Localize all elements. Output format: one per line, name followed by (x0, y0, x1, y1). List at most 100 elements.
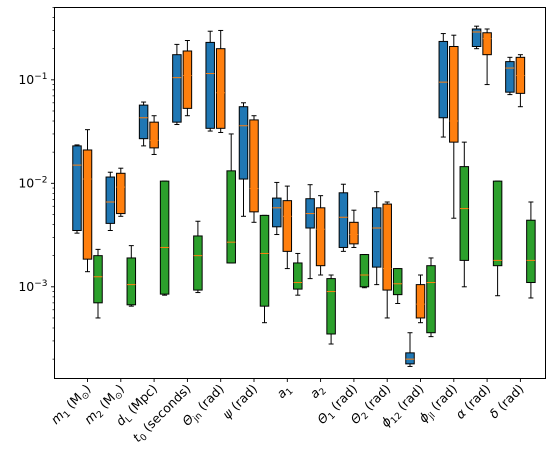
box-2-8 (359, 254, 370, 289)
x-tick-label: δ (rad) (486, 381, 526, 421)
box-0-13 (505, 56, 515, 96)
box-0-8 (338, 183, 349, 252)
box-body (293, 262, 303, 290)
box-body (405, 352, 415, 365)
box-body (359, 254, 370, 288)
x-tick-label: ψ (rad) (219, 381, 260, 422)
y-tick-label: 10−2 (18, 175, 47, 190)
box-body (272, 197, 282, 228)
box-body (193, 235, 203, 291)
x-tick-label: α (rad) (452, 381, 493, 422)
box-body (116, 172, 126, 215)
box-1-11 (449, 34, 459, 219)
series-0-boxes (72, 25, 515, 367)
box-0-5 (238, 102, 249, 217)
box-2-7 (326, 274, 336, 345)
box-2-4 (226, 133, 236, 264)
box-2-6 (293, 252, 303, 296)
box-body (226, 170, 236, 264)
box-0-6 (272, 181, 282, 236)
box-body (415, 284, 426, 319)
box-2-9 (392, 268, 403, 304)
series-2-boxes (93, 133, 536, 345)
box-1-6 (282, 185, 293, 270)
box-0-11 (438, 33, 449, 138)
plot-marks (72, 25, 536, 367)
box-2-13 (526, 201, 536, 299)
box-body (438, 40, 449, 119)
box-1-10 (415, 274, 426, 324)
box-2-5 (259, 214, 270, 324)
box-body (159, 180, 170, 295)
box-0-10 (405, 332, 415, 367)
box-body (371, 207, 382, 268)
x-tick-label: m2 (M⊙) (81, 381, 129, 429)
box-body (182, 50, 193, 109)
box-body (471, 28, 482, 47)
box-1-0 (82, 129, 93, 273)
box-2-3 (193, 220, 203, 294)
box-body (492, 180, 503, 267)
box-0-1 (105, 171, 116, 232)
box-body (138, 104, 149, 140)
box-1-3 (182, 39, 193, 117)
x-tick-label: a1 (273, 381, 295, 403)
box-body (72, 145, 82, 232)
box-body (93, 255, 103, 304)
box-body (172, 54, 182, 123)
box-body (338, 192, 349, 248)
y-axis: 10−3 10−2 10−1 (18, 7, 55, 360)
box-body (526, 219, 536, 284)
box-2-12 (492, 180, 503, 297)
box-2-10 (426, 257, 436, 338)
box-0-4 (205, 30, 215, 132)
box-1-1 (116, 167, 126, 217)
box-body (238, 106, 249, 180)
box-body (482, 32, 492, 56)
box-1-13 (515, 54, 526, 108)
box-body (426, 265, 436, 334)
box-0-0 (72, 144, 82, 234)
y-tick-label: 10−1 (18, 72, 47, 87)
series-1-boxes (82, 28, 526, 324)
box-body (505, 61, 515, 93)
y-tick-label: 10−3 (18, 279, 47, 294)
box-2-2 (159, 180, 170, 296)
box-1-2 (149, 115, 159, 155)
box-1-12 (482, 28, 492, 86)
box-body (326, 278, 336, 335)
box-1-7 (315, 195, 326, 276)
box-body (382, 203, 392, 291)
plot-frame (54, 7, 546, 379)
box-1-5 (249, 115, 259, 223)
box-0-2 (138, 101, 149, 147)
box-body (149, 121, 159, 149)
x-tick-label: a2 (307, 381, 329, 403)
box-0-7 (305, 184, 315, 280)
box-body (215, 48, 226, 129)
box-body (259, 214, 270, 307)
box-body (105, 176, 116, 224)
box-body (392, 268, 403, 296)
box-body (449, 45, 459, 143)
box-body (126, 257, 137, 306)
box-body (249, 119, 259, 213)
box-body (315, 207, 326, 267)
box-body (82, 149, 93, 260)
box-0-12 (471, 25, 482, 50)
box-1-8 (349, 209, 359, 248)
box-2-1 (126, 245, 137, 307)
box-body (349, 221, 359, 245)
box-0-3 (172, 43, 182, 126)
box-body (205, 41, 215, 129)
box-body (282, 200, 293, 252)
box-2-0 (93, 248, 103, 319)
x-axis: m1 (M⊙)m2 (M⊙)dL (Mpc)t0 (seconds)Θjn (r… (48, 378, 527, 445)
box-0-9 (371, 191, 382, 286)
box-body (459, 166, 470, 261)
box-1-9 (382, 201, 392, 319)
box-2-11 (459, 141, 470, 288)
box-1-4 (215, 29, 226, 133)
